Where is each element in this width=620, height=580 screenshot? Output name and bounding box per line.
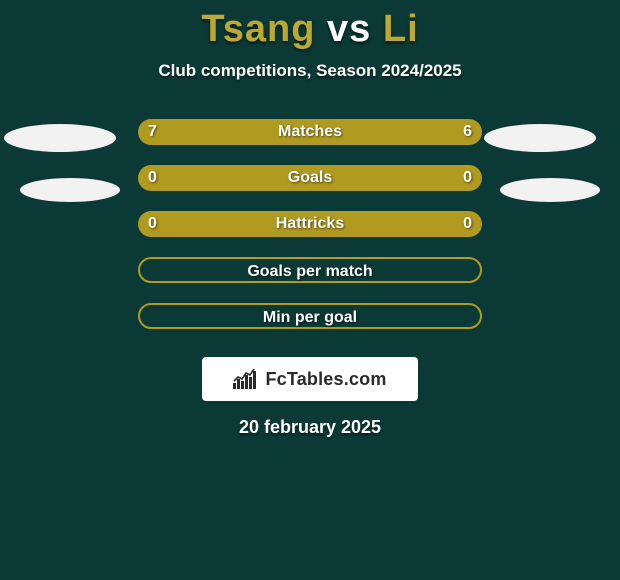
stat-value-right: 0 [463,211,472,237]
stat-row: Goals per match [0,247,620,293]
stat-bar-fill [138,211,482,237]
title-vs: vs [327,8,371,50]
stat-row: 00Hattricks [0,201,620,247]
snapshot-date: 20 february 2025 [0,417,620,438]
player-photo-placeholder [4,124,116,152]
player2-name: Li [383,8,419,50]
source-logo: FcTables.com [202,357,418,401]
stat-bar-fill [138,119,482,145]
source-logo-text: FcTables.com [265,369,386,390]
stat-value-left: 7 [148,119,157,145]
stat-row: Min per goal [0,293,620,339]
stat-label: Min per goal [140,305,480,327]
stat-label: Goals per match [140,259,480,281]
stat-value-left: 0 [148,165,157,191]
comparison-card: Tsang vs Li Club competitions, Season 20… [0,0,620,580]
stat-value-right: 6 [463,119,472,145]
stat-bar: 00Hattricks [138,211,482,237]
stat-value-left: 0 [148,211,157,237]
player-photo-placeholder [20,178,120,202]
fctables-icon [233,369,259,389]
stat-bar: 76Matches [138,119,482,145]
page-title: Tsang vs Li [0,0,620,51]
player-photo-placeholder [484,124,596,152]
stat-bar: Min per goal [138,303,482,329]
stat-bar: Goals per match [138,257,482,283]
player1-name: Tsang [201,8,315,50]
stat-bar: 00Goals [138,165,482,191]
subtitle: Club competitions, Season 2024/2025 [0,61,620,81]
player-photo-placeholder [500,178,600,202]
stat-value-right: 0 [463,165,472,191]
stat-bar-fill [138,165,482,191]
